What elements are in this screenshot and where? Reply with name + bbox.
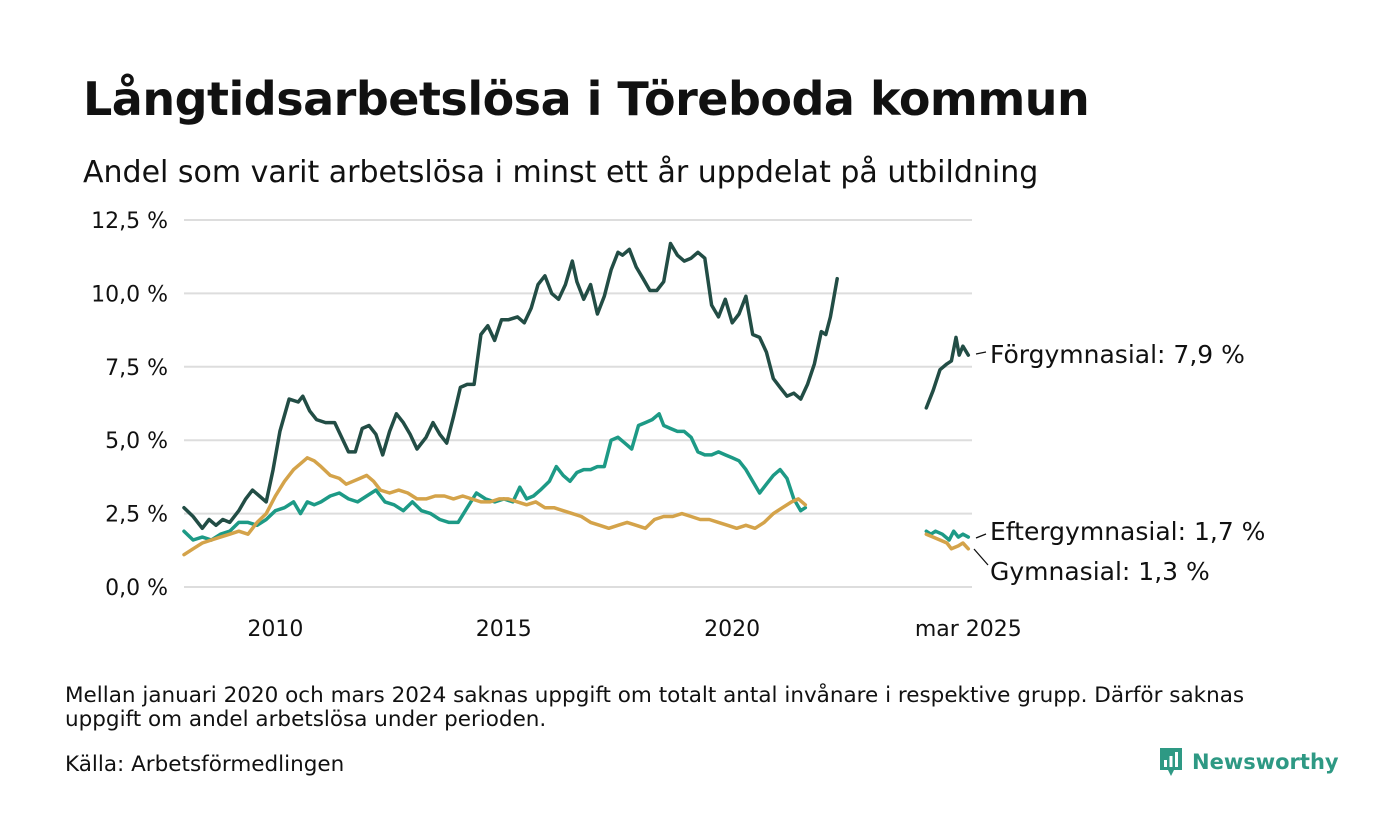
newsworthy-logo-icon <box>1160 748 1182 776</box>
y-tick-label: 5,0 % <box>105 429 168 454</box>
y-tick-label: 12,5 % <box>91 209 168 234</box>
series-line-gymnasial <box>924 532 971 551</box>
label-leader-line <box>975 351 987 355</box>
chart-subtitle: Andel som varit arbetslösa i minst ett å… <box>83 155 1039 190</box>
x-tick-label: 2010 <box>247 617 303 642</box>
source-label: Källa: Arbetsförmedlingen <box>65 752 345 777</box>
chart-title: Långtidsarbetslösa i Töreboda kommun <box>83 72 1090 126</box>
series-end-label: Förgymnasial: 7,9 % <box>990 340 1245 369</box>
y-tick-label: 2,5 % <box>105 503 168 528</box>
x-tick-label: 2015 <box>476 617 532 642</box>
footnote: Mellan januari 2020 och mars 2024 saknas… <box>65 683 1245 732</box>
series-line-eftergymnasial <box>182 412 808 542</box>
label-leader-line <box>975 533 987 539</box>
series-line-gymnasial <box>182 456 808 557</box>
series-line-eftergymnasial <box>924 529 971 542</box>
series-line-förgymnasial <box>924 335 971 410</box>
x-tick-label: 2020 <box>704 617 760 642</box>
y-tick-label: 7,5 % <box>105 356 168 381</box>
series-end-label: Gymnasial: 1,3 % <box>990 557 1210 586</box>
x-tick-label: mar 2025 <box>915 617 1022 642</box>
y-tick-label: 0,0 % <box>105 576 168 601</box>
line-chart: 0,0 % 2,5 % 5,0 % 7,5 % 10,0 % 12,5 % 2010 2015… <box>91 209 1265 642</box>
y-tick-label: 10,0 % <box>91 282 168 307</box>
brand-logo[interactable]: Newsworthy <box>1158 746 1339 778</box>
brand-name: Newsworthy <box>1192 750 1339 774</box>
series-line-förgymnasial <box>182 241 839 531</box>
label-leader-line <box>973 548 989 566</box>
series-end-label: Eftergymnasial: 1,7 % <box>990 517 1265 546</box>
